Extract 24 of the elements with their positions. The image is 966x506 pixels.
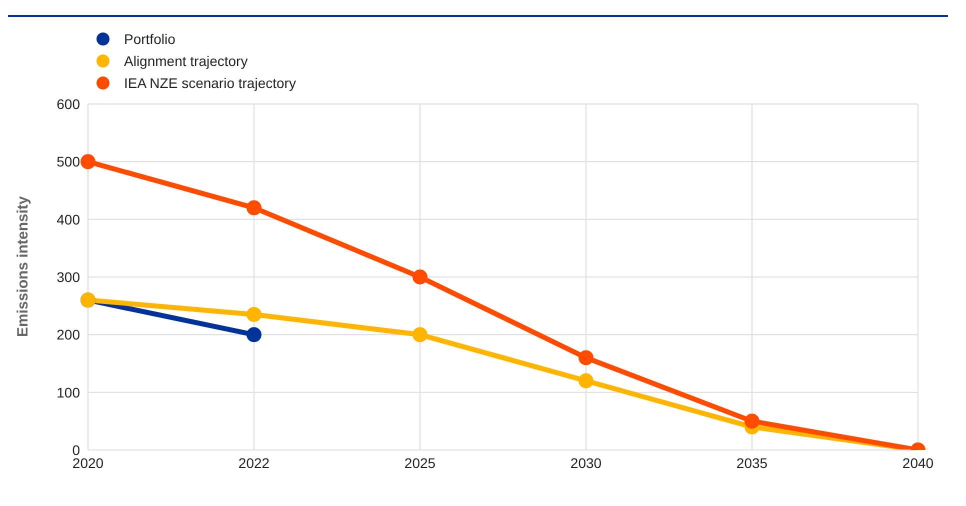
point xyxy=(246,200,262,216)
legend-label: Alignment trajectory xyxy=(124,53,248,69)
legend-label: IEA NZE scenario trajectory xyxy=(124,75,296,91)
x-tick-label: 2022 xyxy=(238,454,270,471)
y-tick-label: 200 xyxy=(56,326,80,343)
x-tick-label: 2035 xyxy=(736,454,768,471)
y-tick-label: 300 xyxy=(56,268,80,285)
point xyxy=(578,373,594,388)
x-tick-label: 2025 xyxy=(404,454,436,471)
x-tick-label: 2040 xyxy=(902,454,934,471)
point xyxy=(578,350,594,366)
point xyxy=(246,306,262,322)
y-tick-label: 400 xyxy=(56,211,80,228)
point xyxy=(412,270,428,284)
legend-label: Portfolio xyxy=(124,31,176,47)
point xyxy=(744,414,760,429)
x-tick-label: 2030 xyxy=(570,454,602,471)
point xyxy=(412,327,428,342)
point xyxy=(80,154,96,170)
y-axis-title: Emissions intensity xyxy=(14,195,32,337)
y-tick-label: 500 xyxy=(56,154,80,170)
y-tick-label: 600 xyxy=(56,96,80,112)
y-tick-label: 100 xyxy=(56,384,80,400)
point xyxy=(246,327,262,342)
